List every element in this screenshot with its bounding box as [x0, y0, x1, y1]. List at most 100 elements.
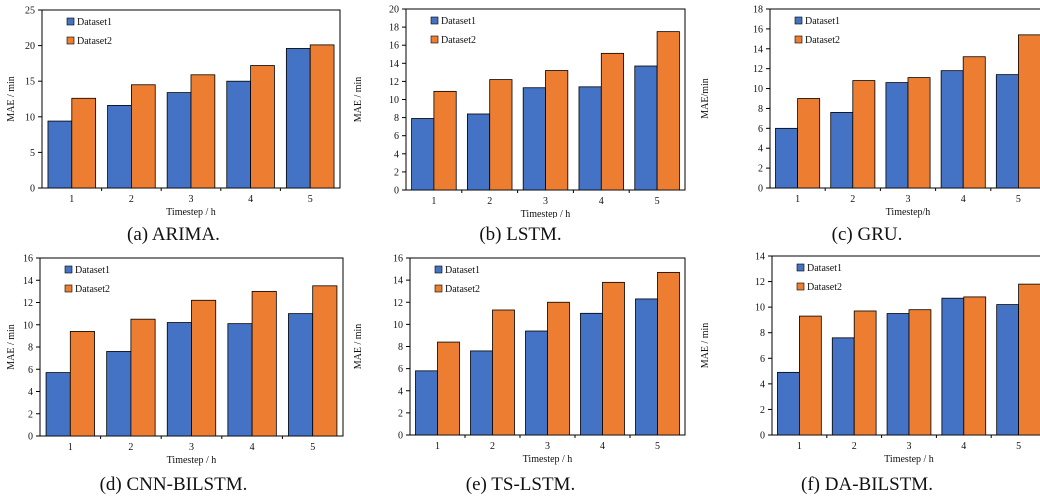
- x-tick-label: 3: [189, 442, 194, 453]
- y-tick-label: 16: [389, 41, 399, 52]
- y-tick-label: 4: [398, 386, 403, 397]
- bar-dataset1-5: [995, 74, 1019, 189]
- legend-swatch-dataset2: [64, 284, 73, 293]
- caption-a: (a) ARIMA.: [127, 224, 220, 245]
- bar-dataset1-5: [285, 48, 311, 189]
- bar-dataset2-3: [907, 77, 931, 189]
- y-tick-label: 14: [755, 252, 765, 263]
- legend-swatch-dataset1: [796, 263, 805, 272]
- x-tick-label: 1: [797, 441, 802, 452]
- y-tick-label: 12: [393, 298, 403, 309]
- y-tick-label: 4: [758, 144, 763, 155]
- y-tick-label: 8: [758, 104, 763, 115]
- y-tick-label: 0: [394, 186, 399, 197]
- x-axis-title: Timestep / h: [521, 209, 571, 218]
- x-tick-label: 1: [68, 442, 73, 453]
- bar-dataset2-3: [547, 301, 570, 436]
- bar-dataset2-5: [309, 44, 335, 189]
- x-tick-label: 4: [599, 196, 604, 207]
- x-tick-label: 4: [961, 441, 966, 452]
- y-axis-title: MAE / min: [6, 76, 17, 122]
- x-tick-label: 1: [69, 194, 74, 205]
- y-tick-label: 16: [23, 254, 33, 265]
- bar-dataset2-1: [433, 90, 457, 191]
- x-tick-label: 1: [431, 196, 436, 207]
- y-axis-title: MAE / min: [700, 323, 711, 369]
- caption-e: (e) TS-LSTM.: [465, 474, 576, 495]
- y-tick-label: 2: [758, 164, 763, 175]
- y-tick-label: 14: [393, 276, 403, 287]
- y-tick-label: 6: [760, 354, 765, 365]
- y-tick-label: 15: [25, 77, 35, 88]
- y-tick-label: 0: [398, 431, 403, 442]
- x-tick-label: 5: [655, 441, 660, 452]
- caption-c: (c) GRU.: [831, 224, 903, 245]
- x-tick-label: 2: [490, 441, 495, 452]
- x-tick-label: 3: [906, 194, 911, 205]
- y-tick-label: 2: [394, 167, 399, 178]
- y-tick-label: 6: [28, 365, 33, 376]
- bar-dataset1-3: [522, 87, 546, 191]
- y-tick-label: 20: [25, 41, 35, 52]
- x-tick-label: 5: [655, 196, 660, 207]
- y-tick-label: 4: [394, 149, 399, 160]
- bar-dataset1-3: [886, 313, 910, 436]
- y-tick-label: 4: [28, 387, 33, 398]
- x-axis-title: Timestep / h: [884, 454, 934, 465]
- x-tick-label: 5: [1016, 194, 1021, 205]
- y-tick-label: 2: [28, 409, 33, 420]
- bar-dataset1-3: [166, 322, 192, 437]
- bar-dataset1-2: [107, 105, 132, 189]
- legend-swatch-dataset1: [430, 16, 439, 25]
- x-axis-title: Timestep/h: [886, 207, 931, 218]
- bar-dataset2-4: [600, 52, 625, 191]
- caption-f: (f) DA-BILSTM.: [801, 474, 933, 495]
- y-tick-label: 18: [389, 23, 399, 34]
- y-tick-label: 10: [393, 320, 403, 331]
- legend-label-dataset1: Dataset1: [77, 17, 112, 28]
- bar-dataset2-2: [489, 79, 513, 191]
- bar-dataset1-2: [831, 337, 855, 436]
- legend-label-dataset1: Dataset1: [805, 16, 840, 27]
- bar-dataset2-5: [1017, 34, 1040, 189]
- x-axis-title: Timestep / h: [167, 455, 217, 466]
- y-tick-label: 14: [23, 276, 33, 287]
- bar-dataset1-5: [634, 65, 658, 191]
- bar-dataset1-3: [885, 82, 909, 189]
- bar-dataset1-4: [941, 297, 965, 436]
- x-tick-label: 5: [1016, 441, 1021, 452]
- y-tick-label: 8: [760, 328, 765, 339]
- bar-dataset2-3: [190, 74, 216, 189]
- x-tick-label: 4: [961, 194, 966, 205]
- bar-dataset1-2: [470, 350, 493, 436]
- y-tick-label: 25: [25, 6, 35, 17]
- y-tick-label: 0: [28, 432, 33, 443]
- y-tick-label: 10: [755, 303, 765, 314]
- bar-dataset2-4: [251, 290, 277, 437]
- legend-swatch-dataset1: [434, 265, 443, 274]
- y-axis-title: MAE / min: [6, 324, 17, 370]
- legend-swatch-dataset2: [430, 35, 439, 44]
- y-tick-label: 12: [755, 277, 765, 288]
- bar-dataset2-1: [69, 331, 95, 437]
- y-tick-label: 6: [398, 364, 403, 375]
- caption-b: (b) LSTM.: [479, 224, 562, 245]
- y-tick-label: 4: [760, 379, 765, 390]
- legend-label-dataset1: Dataset1: [441, 16, 476, 27]
- panel-d: 0 2 4 6 8 10 12 14 16 1 2 3 4 5 Timestep / h MAE / min D…: [0, 250, 347, 500]
- legend-swatch-dataset1: [66, 17, 75, 26]
- bar-dataset2-2: [130, 318, 156, 437]
- y-tick-label: 18: [753, 5, 763, 16]
- y-axis-title: MAE/min: [700, 78, 711, 119]
- bar-dataset1-1: [415, 370, 438, 436]
- bar-dataset2-3: [908, 309, 932, 436]
- y-tick-label: 10: [23, 320, 33, 331]
- y-tick-label: 20: [389, 5, 399, 16]
- caption-d: (d) CNN-BILSTM.: [99, 474, 248, 495]
- legend-swatch-dataset2: [794, 35, 803, 44]
- bar-dataset1-3: [166, 92, 192, 189]
